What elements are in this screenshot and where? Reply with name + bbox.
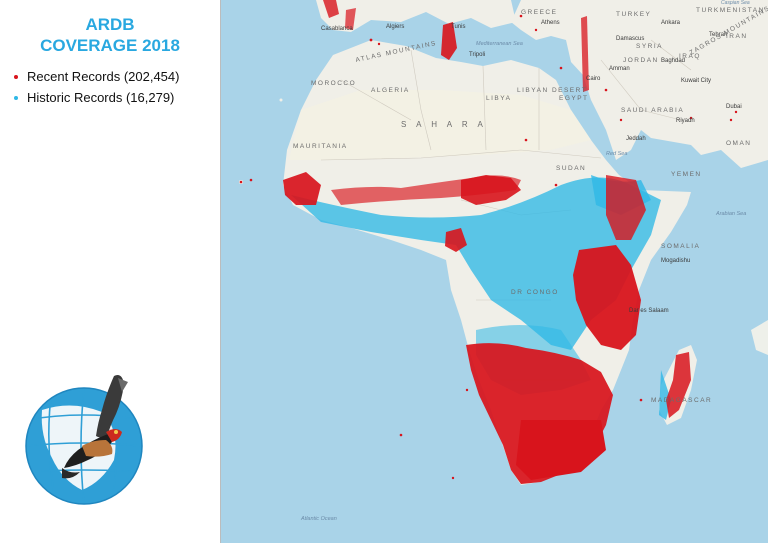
label-mauritania: MAURITANIA	[293, 143, 348, 150]
blue-dot-icon	[14, 95, 18, 100]
label-morocco: MOROCCO	[311, 80, 356, 87]
label-somalia: SOMALIA	[661, 243, 700, 250]
label-egypt: EGYPT	[559, 95, 589, 102]
label-arabian-sea: Arabian Sea	[715, 211, 746, 217]
label-turkey: TURKEY	[616, 11, 651, 18]
label-algeria: ALGERIA	[371, 87, 410, 94]
label-madagascar: MADAGASCAR	[651, 397, 712, 404]
label-ankara: Ankara	[661, 20, 681, 26]
label-jeddah: Jeddah	[626, 136, 646, 142]
africa-records-map[interactable]: GREECE TURKEY SYRIA IRAQ IRAN TURKMENIST…	[221, 0, 768, 543]
label-athens: Athens	[541, 20, 560, 26]
label-saudi-arabia: SAUDI ARABIA	[621, 107, 684, 114]
label-algiers: Algiers	[386, 24, 404, 30]
label-syria: SYRIA	[636, 43, 663, 50]
legend-panel: ARDB COVERAGE 2018 Recent Records (202,4…	[0, 0, 220, 543]
label-turkmenistan: TURKMENISTAN	[696, 7, 765, 14]
label-yemen: YEMEN	[671, 171, 702, 178]
label-libya: LIBYA	[486, 95, 511, 102]
label-iraq: IRAQ	[679, 53, 701, 60]
label-baghdad: Baghdad	[661, 58, 685, 64]
panel-divider	[220, 0, 221, 543]
title-line-2: COVERAGE 2018	[40, 36, 180, 55]
label-mediterranean-sea: Mediterranean Sea	[476, 41, 523, 47]
label-cairo: Cairo	[586, 76, 601, 82]
legend-label-historic: Historic Records (16,279)	[27, 90, 175, 105]
legend-item-recent: Recent Records (202,454)	[14, 69, 179, 84]
label-amman: Amman	[609, 66, 630, 72]
label-iran: IRAN	[726, 33, 748, 40]
label-sudan: SUDAN	[556, 165, 586, 172]
label-dar-es-salaam: Dar es Salaam	[629, 308, 669, 314]
label-oman: OMAN	[726, 140, 752, 147]
label-mogadishu: Mogadishu	[661, 258, 690, 264]
label-tehran: Tehran	[709, 32, 727, 38]
label-damascus: Damascus	[616, 36, 644, 42]
globe-with-bateleur-eagle-icon	[25, 375, 143, 505]
label-libyan-desert: LIBYAN DESERT	[517, 87, 587, 94]
recent-records-layer	[239, 0, 738, 484]
label-atlantic-ocean: Atlantic Ocean	[300, 516, 337, 522]
label-tunis: Tunis	[451, 24, 465, 30]
label-kuwait-city: Kuwait City	[681, 78, 711, 84]
label-dubai: Dubai	[726, 104, 742, 110]
title-line-1: ARDB	[85, 15, 135, 34]
label-jordan: JORDAN	[623, 57, 659, 64]
legend-label-recent: Recent Records (202,454)	[27, 69, 180, 84]
label-greece: GREECE	[521, 9, 557, 16]
label-caspian-sea: Caspian Sea	[721, 0, 750, 6]
legend-item-historic: Historic Records (16,279)	[14, 90, 174, 105]
label-casablanca: Casablanca	[321, 26, 353, 32]
label-riyadh: Riyadh	[676, 118, 695, 124]
label-dr-congo: DR CONGO	[511, 289, 559, 296]
label-red-sea: Red Sea	[606, 151, 627, 157]
label-tripoli: Tripoli	[469, 52, 485, 58]
label-sahara: S A H A R A	[401, 120, 487, 129]
red-dot-icon	[14, 74, 18, 79]
map-title: ARDB COVERAGE 2018	[0, 14, 220, 56]
map-labels: GREECE TURKEY SYRIA IRAQ IRAN TURKMENIST…	[293, 0, 768, 522]
